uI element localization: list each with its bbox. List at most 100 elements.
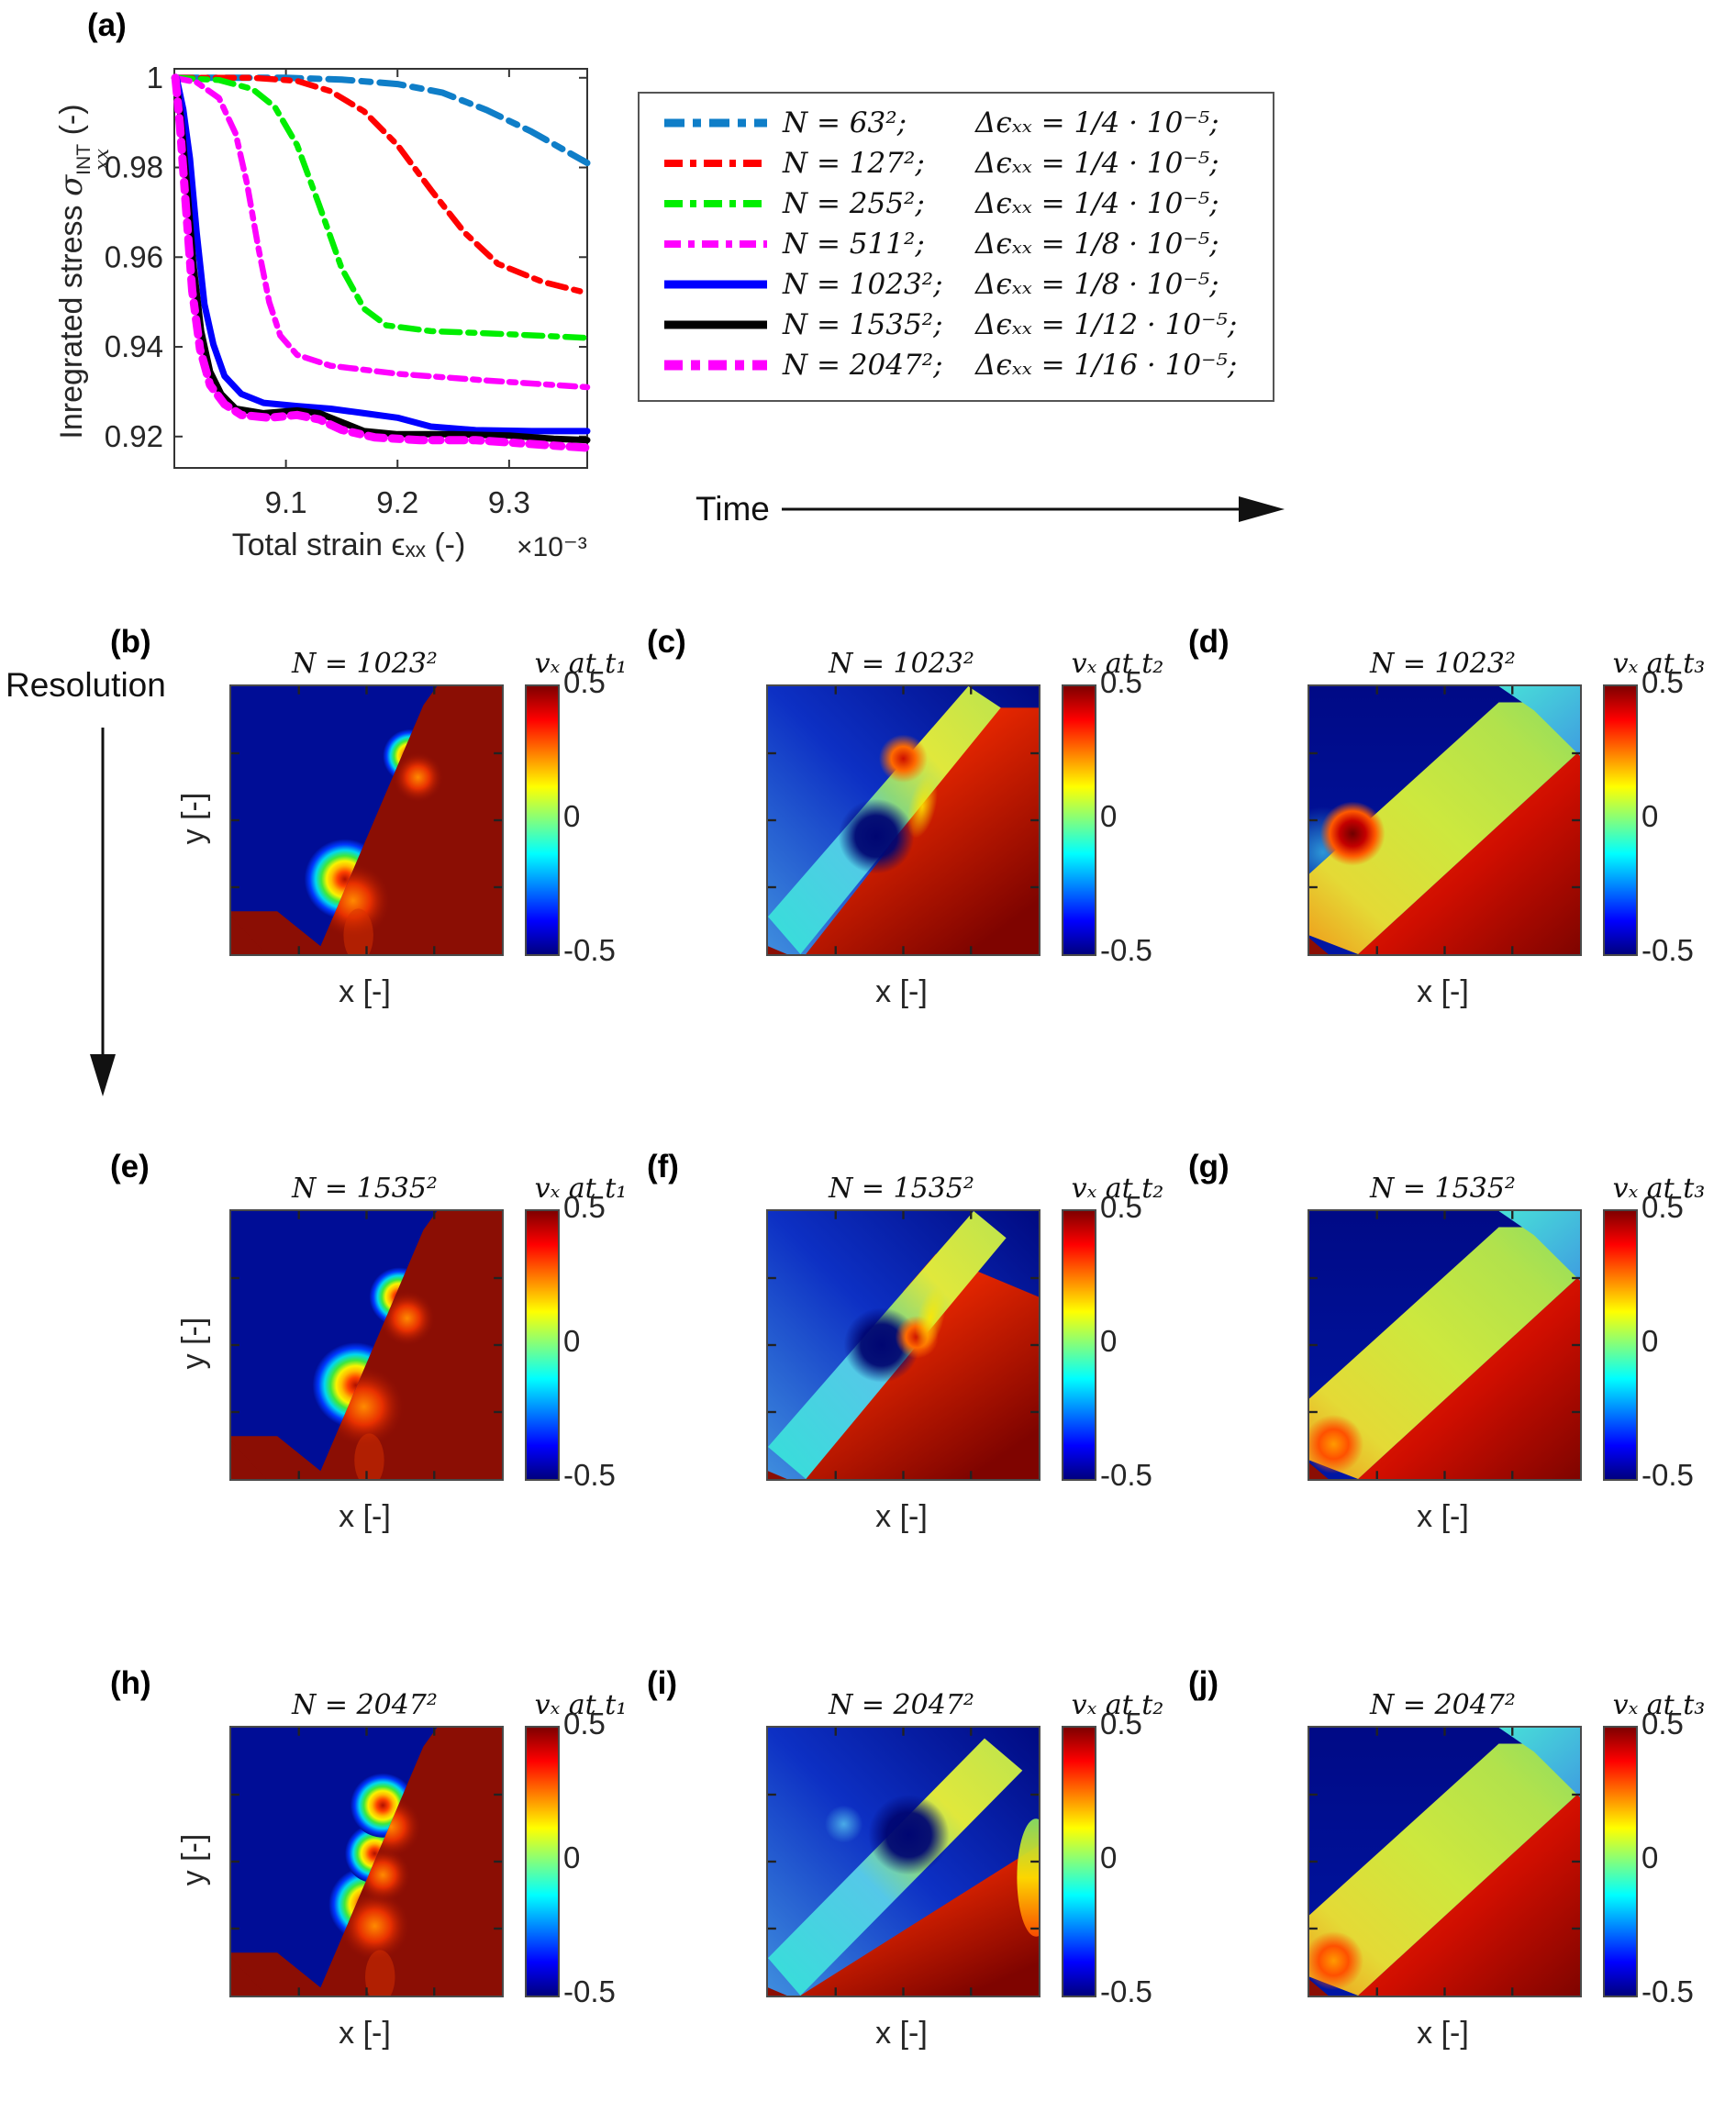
colorbar-tick-label: 0.5 (563, 1707, 606, 1740)
legend-label-n: N = 2047²; (783, 349, 943, 382)
panel-g-label: (g) (1188, 1149, 1230, 1184)
legend-entry: N = 1023²; Δϵₓₓ = 1/8 · 10⁻⁵; (640, 264, 1273, 305)
panel-f-title: N = 1535² (829, 1173, 974, 1205)
series-line-4 (172, 74, 591, 435)
colorbar-tick-label: 0.5 (1100, 665, 1142, 699)
panel-e-colorbar-label: vₓ at t₁ (534, 1173, 628, 1205)
resolution-arrow: Resolution (6, 666, 166, 1096)
colorbar-tick-label: 0.5 (1100, 1707, 1142, 1740)
colorbar-tick-label: 0.5 (1100, 1190, 1142, 1224)
colorbar-tick-label: -0.5 (1100, 933, 1152, 967)
x-tick-label: 9.2 (376, 485, 418, 519)
panel-a-x-multiplier: ×10⁻³ (517, 532, 587, 562)
x-tick-label: 9.3 (488, 485, 530, 519)
resolution-arrow-label: Resolution (6, 666, 166, 704)
heatmap-h-xlabel: x [-] (339, 2016, 391, 2051)
colorbar-b (525, 684, 560, 956)
colorbar-tick-label: 0 (1100, 799, 1118, 833)
legend-entry: N = 127²; Δϵₓₓ = 1/4 · 10⁻⁵; (640, 143, 1273, 183)
legend-label-strain-increment: Δϵₓₓ = 1/8 · 10⁻⁵; (975, 228, 1219, 261)
panel-e-title: N = 1535² (292, 1173, 438, 1205)
colorbar-tick-label: 0 (563, 799, 581, 833)
panel-g-title: N = 1535² (1370, 1173, 1516, 1205)
legend-label-strain-increment: Δϵₓₓ = 1/4 · 10⁻⁵; (975, 187, 1219, 220)
chart-axes-box (173, 68, 588, 469)
legend-entry: N = 63²; Δϵₓₓ = 1/4 · 10⁻⁵; (640, 103, 1273, 143)
heatmap-cell-h: (h) N = 2047² vₓ at t₁ 0.5 0 -0.5 x [-] y [-] (103, 1665, 640, 2124)
legend-label-strain-increment: Δϵₓₓ = 1/12 · 10⁻⁵; (975, 308, 1238, 341)
series-line-3 (171, 74, 591, 391)
colorbar-e (525, 1209, 560, 1481)
heatmap-f-xlabel: x [-] (875, 1499, 928, 1534)
panel-h-title: N = 2047² (292, 1689, 438, 1721)
heatmap-cell-c: (c) N = 1023² vₓ at t₂ 0.5 0 -0.5 x [-] (640, 624, 1176, 1083)
panel-h-colorbar-label: vₓ at t₁ (534, 1689, 628, 1721)
heatmap-cell-d: (d) N = 1023² vₓ at t₃ 0.5 0 -0.5 x [-] (1181, 624, 1718, 1083)
panel-e-label: (e) (110, 1149, 150, 1184)
panel-b-title: N = 1023² (292, 648, 438, 680)
time-arrow-label: Time (696, 490, 770, 528)
heatmap-cell-j: (j) N = 2047² vₓ at t₃ 0.5 0 -0.5 x [-] (1181, 1665, 1718, 2124)
legend-line-sample (664, 240, 767, 248)
series-line-2 (171, 74, 591, 341)
colorbar-tick-label: 0 (1100, 1324, 1118, 1358)
panel-j-colorbar-label: vₓ at t₃ (1612, 1689, 1706, 1721)
heatmap-f (766, 1209, 1040, 1481)
heatmap-g (1308, 1209, 1582, 1481)
colorbar-tick-label: 0 (563, 1324, 581, 1358)
panel-a-label: (a) (87, 7, 127, 43)
legend-label-n: N = 255²; (783, 187, 925, 220)
legend-line-sample (664, 200, 767, 207)
heatmap-h-ylabel: y [-] (176, 1833, 211, 1886)
heatmap-b-xlabel: x [-] (339, 974, 391, 1009)
heatmap-e-ylabel: y [-] (176, 1317, 211, 1370)
legend-entry: N = 1535²; Δϵₓₓ = 1/12 · 10⁻⁵; (640, 305, 1273, 345)
colorbar-tick-label: 0.5 (1641, 665, 1684, 699)
legend-label-n: N = 511²; (783, 228, 925, 261)
heatmap-grid: (b) N = 1023² vₓ at t₁ 0.5 0 -0.5 x [-] y [-] (c… (103, 624, 1718, 2051)
colorbar-tick-label: -0.5 (1100, 1974, 1152, 2008)
legend-box: N = 63²; Δϵₓₓ = 1/4 · 10⁻⁵; N = 127²; Δϵₓₓ … (638, 92, 1274, 402)
panel-b-label: (b) (110, 624, 151, 660)
panel-j-label: (j) (1188, 1665, 1219, 1701)
heatmap-b-ylabel: y [-] (176, 792, 211, 845)
y-tick-label: 0.98 (105, 150, 163, 184)
heatmap-c (766, 684, 1040, 956)
panel-f-label: (f) (647, 1149, 679, 1184)
legend-entry: N = 2047²; Δϵₓₓ = 1/16 · 10⁻⁵; (640, 345, 1273, 385)
colorbar-tick-label: -0.5 (1641, 1458, 1694, 1492)
heatmap-h (229, 1726, 504, 1997)
heatmap-cell-b: (b) N = 1023² vₓ at t₁ 0.5 0 -0.5 x [-] y [-] (103, 624, 640, 1083)
colorbar-tick-label: 0.5 (1641, 1190, 1684, 1224)
panel-j-title: N = 2047² (1370, 1689, 1516, 1721)
panel-d-title: N = 1023² (1370, 648, 1516, 680)
heatmap-g-xlabel: x [-] (1417, 1499, 1469, 1534)
legend-line-sample (664, 118, 767, 128)
time-arrowhead-icon (1239, 496, 1285, 522)
legend-line-sample (664, 360, 767, 371)
colorbar-c (1062, 684, 1096, 956)
colorbar-f (1062, 1209, 1096, 1481)
legend-line-sample (664, 160, 767, 167)
panel-i-title: N = 2047² (829, 1689, 974, 1721)
colorbar-tick-label: 0 (563, 1840, 581, 1874)
colorbar-tick-label: 0 (1641, 1840, 1659, 1874)
colorbar-tick-label: 0.5 (1641, 1707, 1684, 1740)
resolution-arrowhead-icon (90, 1054, 116, 1096)
colorbar-tick-label: -0.5 (1641, 933, 1694, 967)
colorbar-tick-label: -0.5 (1641, 1974, 1694, 2008)
heatmap-b (229, 684, 504, 956)
panel-d-label: (d) (1188, 624, 1230, 660)
heatmap-d-xlabel: x [-] (1417, 974, 1469, 1009)
x-tick-label: 9.1 (265, 485, 307, 519)
legend-label-strain-increment: Δϵₓₓ = 1/4 · 10⁻⁵; (975, 147, 1219, 180)
heatmap-e (229, 1209, 504, 1481)
panel-g-colorbar-label: vₓ at t₃ (1612, 1173, 1706, 1205)
legend-label-strain-increment: Δϵₓₓ = 1/8 · 10⁻⁵; (975, 268, 1219, 301)
colorbar-tick-label: 0 (1100, 1840, 1118, 1874)
panel-b-colorbar-label: vₓ at t₁ (534, 648, 628, 680)
legend-entry: N = 511²; Δϵₓₓ = 1/8 · 10⁻⁵; (640, 224, 1273, 264)
colorbar-tick-label: 0.5 (563, 1190, 606, 1224)
panel-d-colorbar-label: vₓ at t₃ (1612, 648, 1706, 680)
heatmap-j (1308, 1726, 1582, 1997)
